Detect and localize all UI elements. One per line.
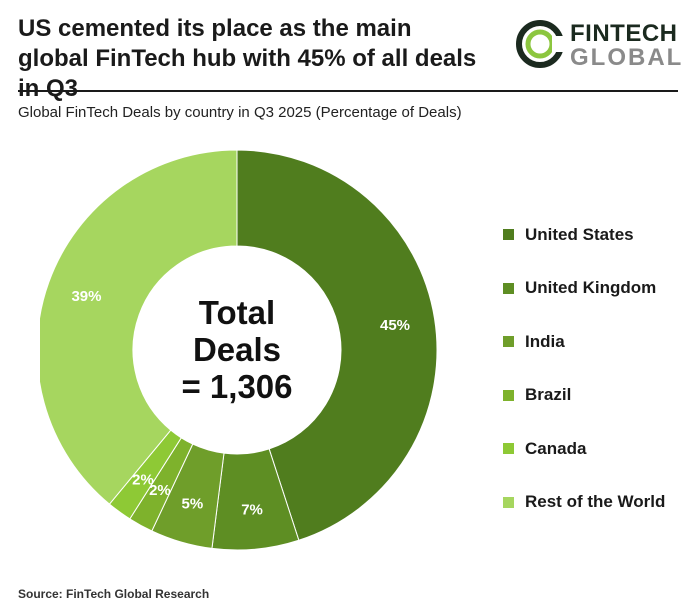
legend-swatch (503, 229, 514, 241)
legend-item-brazil: Brazil (503, 369, 665, 423)
header-divider (18, 90, 678, 92)
legend-swatch (503, 336, 514, 348)
legend-item-canada: Canada (503, 422, 665, 476)
donut-chart: 45% 7% 5% 2%2% 39% Total Deals = 1,306 (40, 149, 438, 551)
legend-label: Brazil (525, 385, 572, 405)
logo-text-global: GLOBAL (570, 44, 684, 71)
slice-label-rest-of-the-world: 39% (71, 288, 101, 305)
slice-label-canada: 2% (132, 471, 154, 488)
legend: United States United Kingdom India Brazil Ca… (503, 208, 665, 529)
fintech-global-logo: FINTECH GLOBAL (514, 14, 684, 74)
slice-united-states (236, 149, 438, 541)
legend-label: United States (525, 224, 634, 244)
legend-label: India (525, 331, 565, 351)
legend-item-united-states: United States (503, 208, 665, 262)
legend-swatch (503, 496, 514, 508)
legend-item-rest-of-the-world: Rest of the World (503, 476, 665, 530)
center-label-line1: Total (199, 294, 275, 331)
legend-label: Rest of the World (525, 492, 666, 512)
legend-item-united-kingdom: United Kingdom (503, 262, 665, 316)
slice-label-united-kingdom: 7% (241, 501, 263, 518)
slice-labels: 45% 7% 5% 2%2% 39% (71, 288, 410, 518)
legend-label: Canada (525, 438, 587, 458)
legend-swatch (503, 443, 514, 455)
slice-label-brazil: 2% (149, 482, 171, 499)
chart-subtitle: Global FinTech Deals by country in Q3 20… (18, 104, 462, 121)
slice-rest-of-the-world (40, 149, 238, 505)
donut-slices (40, 149, 438, 551)
logo-ring-icon (516, 20, 566, 68)
source-note: Source: FinTech Global Research (18, 587, 210, 601)
center-label-line3: = 1,306 (181, 368, 292, 405)
slice-label-united-states: 45% (380, 317, 410, 334)
legend-swatch (503, 282, 514, 294)
center-label-line2: Deals (193, 331, 281, 368)
legend-swatch (503, 389, 514, 401)
legend-item-india: India (503, 315, 665, 369)
chart-title: US cemented its place as the main global… (18, 15, 477, 102)
slice-label-india: 5% (182, 496, 204, 513)
logo-text-fintech: FINTECH (570, 20, 678, 47)
legend-label: United Kingdom (525, 278, 657, 298)
